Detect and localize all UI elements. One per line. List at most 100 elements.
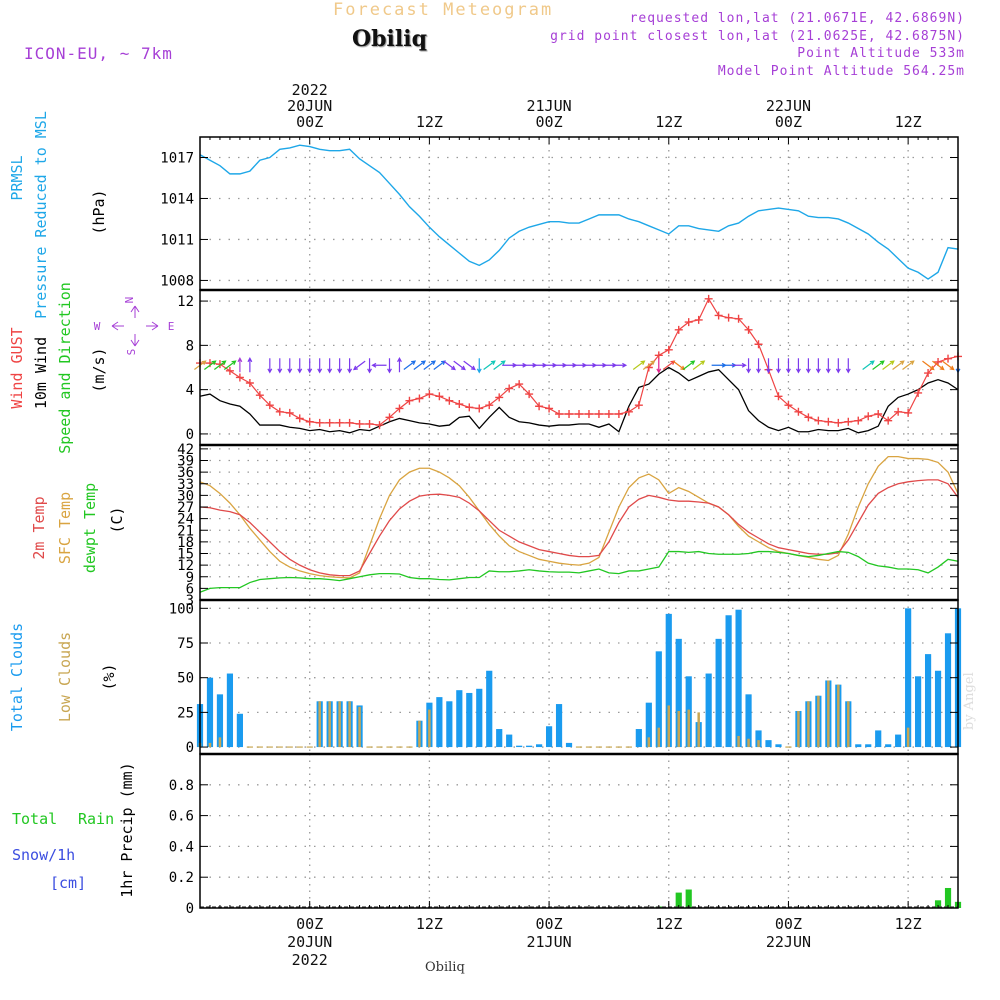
temp-sfc-label: SFC Temp (56, 492, 74, 564)
y-tick-label: 0.6 (169, 809, 194, 825)
gust-marker (944, 354, 953, 363)
gust-marker (594, 410, 603, 418)
wind-direction-arrow (493, 360, 506, 370)
total-cloud-bar (545, 726, 553, 748)
low-cloud-bar (348, 701, 351, 748)
y-tick-label: 0.2 (169, 870, 194, 886)
gust-marker (325, 418, 334, 427)
total-cloud-bar (745, 694, 752, 748)
wind-direction-arrow (611, 362, 628, 368)
product-title: Forecast Meteogram (333, 0, 554, 20)
gust-marker (345, 418, 354, 427)
wind-direction-arrow (403, 360, 417, 370)
gust-marker (824, 417, 833, 426)
total-cloud-bar (915, 676, 922, 748)
point-altitude: Point Altitude 533m (797, 46, 965, 61)
time-label-bottom: 00Z (775, 915, 802, 933)
y-tick-label: 0 (186, 740, 194, 756)
low-cloud-bar (428, 709, 431, 748)
wind-direction-arrow (682, 360, 696, 370)
gust-marker (425, 390, 434, 399)
total-cloud-bar (456, 690, 463, 748)
credit-watermark: by Angel (962, 672, 977, 730)
gust-marker (924, 369, 933, 378)
gust-marker (335, 418, 344, 427)
gust-marker (614, 410, 623, 418)
gust-marker (664, 345, 673, 354)
wind-direction-arrow (476, 358, 482, 374)
wind-direction-arrow (443, 360, 456, 371)
rain-bar (675, 892, 682, 908)
total-cloud-bar (665, 613, 672, 748)
gust-marker (235, 373, 244, 382)
temp-2m-label: 2m Temp (30, 496, 48, 559)
total-cloud-bar (655, 651, 662, 748)
total-cloud-bar (705, 673, 712, 748)
gust-marker (275, 407, 284, 416)
gust-marker (834, 418, 843, 427)
wind-label: 10m Wind (32, 337, 50, 409)
wind-direction-arrow (347, 358, 353, 374)
footer-location: Obiliq (425, 960, 465, 975)
gust-marker (495, 393, 504, 402)
gust-marker (525, 390, 534, 399)
y-tick-label: 6 (186, 581, 194, 597)
total-cloud-bar (755, 730, 762, 748)
low-cloud-bar (906, 727, 910, 748)
time-label-bottom: 20JUN (287, 933, 332, 951)
snow-unit: [cm] (50, 874, 86, 892)
prmsl-full-label: Pressure Reduced to MSL (32, 111, 50, 319)
gust-marker (754, 340, 763, 349)
low-cloud-bar (667, 705, 670, 748)
rain-bar (944, 887, 952, 908)
time-label-top: 00Z (775, 113, 802, 131)
low-cloud-bar (208, 742, 212, 748)
total-cloud-bar (486, 670, 493, 748)
low-cloud-bar (328, 701, 331, 748)
gust-marker (604, 410, 613, 418)
y-tick-label: 1011 (160, 232, 194, 248)
wind-direction-arrow (387, 358, 392, 374)
gust-marker (724, 313, 733, 322)
wind-direction-arrow (786, 358, 791, 374)
compass-east: E (168, 320, 175, 333)
gust-marker (854, 416, 863, 425)
rain-label: Rain (78, 810, 114, 828)
temp-2m-line (199, 479, 959, 577)
gust-marker (844, 417, 853, 426)
time-label-top: 21JUN (527, 97, 572, 115)
clouds-unit: (%) (100, 663, 118, 690)
wind-direction-arrow (872, 360, 885, 370)
gust-marker (674, 325, 683, 334)
y-tick-label: 100 (169, 601, 194, 617)
total-cloud-bar (715, 638, 722, 748)
gust-marker (814, 416, 823, 425)
wind-direction-arrow (932, 360, 945, 371)
wind-direction-arrow (453, 360, 466, 371)
gust-marker (315, 418, 324, 427)
low-cloud-bar (807, 701, 810, 748)
wind-direction-arrow (862, 360, 875, 370)
total-cloud-bar (725, 615, 732, 748)
time-label-top: 00Z (296, 113, 323, 131)
wind-direction-arrow (483, 360, 496, 370)
total-cloud-bar (865, 744, 872, 748)
compass-south: S (125, 349, 138, 356)
gust-marker (894, 407, 903, 416)
wind-direction-arrow (845, 358, 851, 374)
location-title: Obiliq (352, 26, 428, 52)
time-label-bottom: 00Z (536, 915, 563, 933)
rain-bar (685, 889, 692, 908)
low-cloud-bar (677, 710, 680, 748)
gust-marker (395, 404, 404, 413)
total-cloud-bar (206, 677, 214, 748)
total-cloud-bar (635, 729, 642, 748)
y-tick-label: 25 (177, 705, 194, 721)
wind-direction-arrow (892, 360, 905, 370)
total-cloud-bar (506, 734, 513, 748)
time-label-bottom: 22JUN (766, 933, 811, 951)
total-cloud-bar (895, 734, 902, 748)
y-tick-label: 18 (177, 535, 194, 551)
total-cloud-bar (216, 694, 224, 748)
gust-marker (794, 407, 803, 416)
